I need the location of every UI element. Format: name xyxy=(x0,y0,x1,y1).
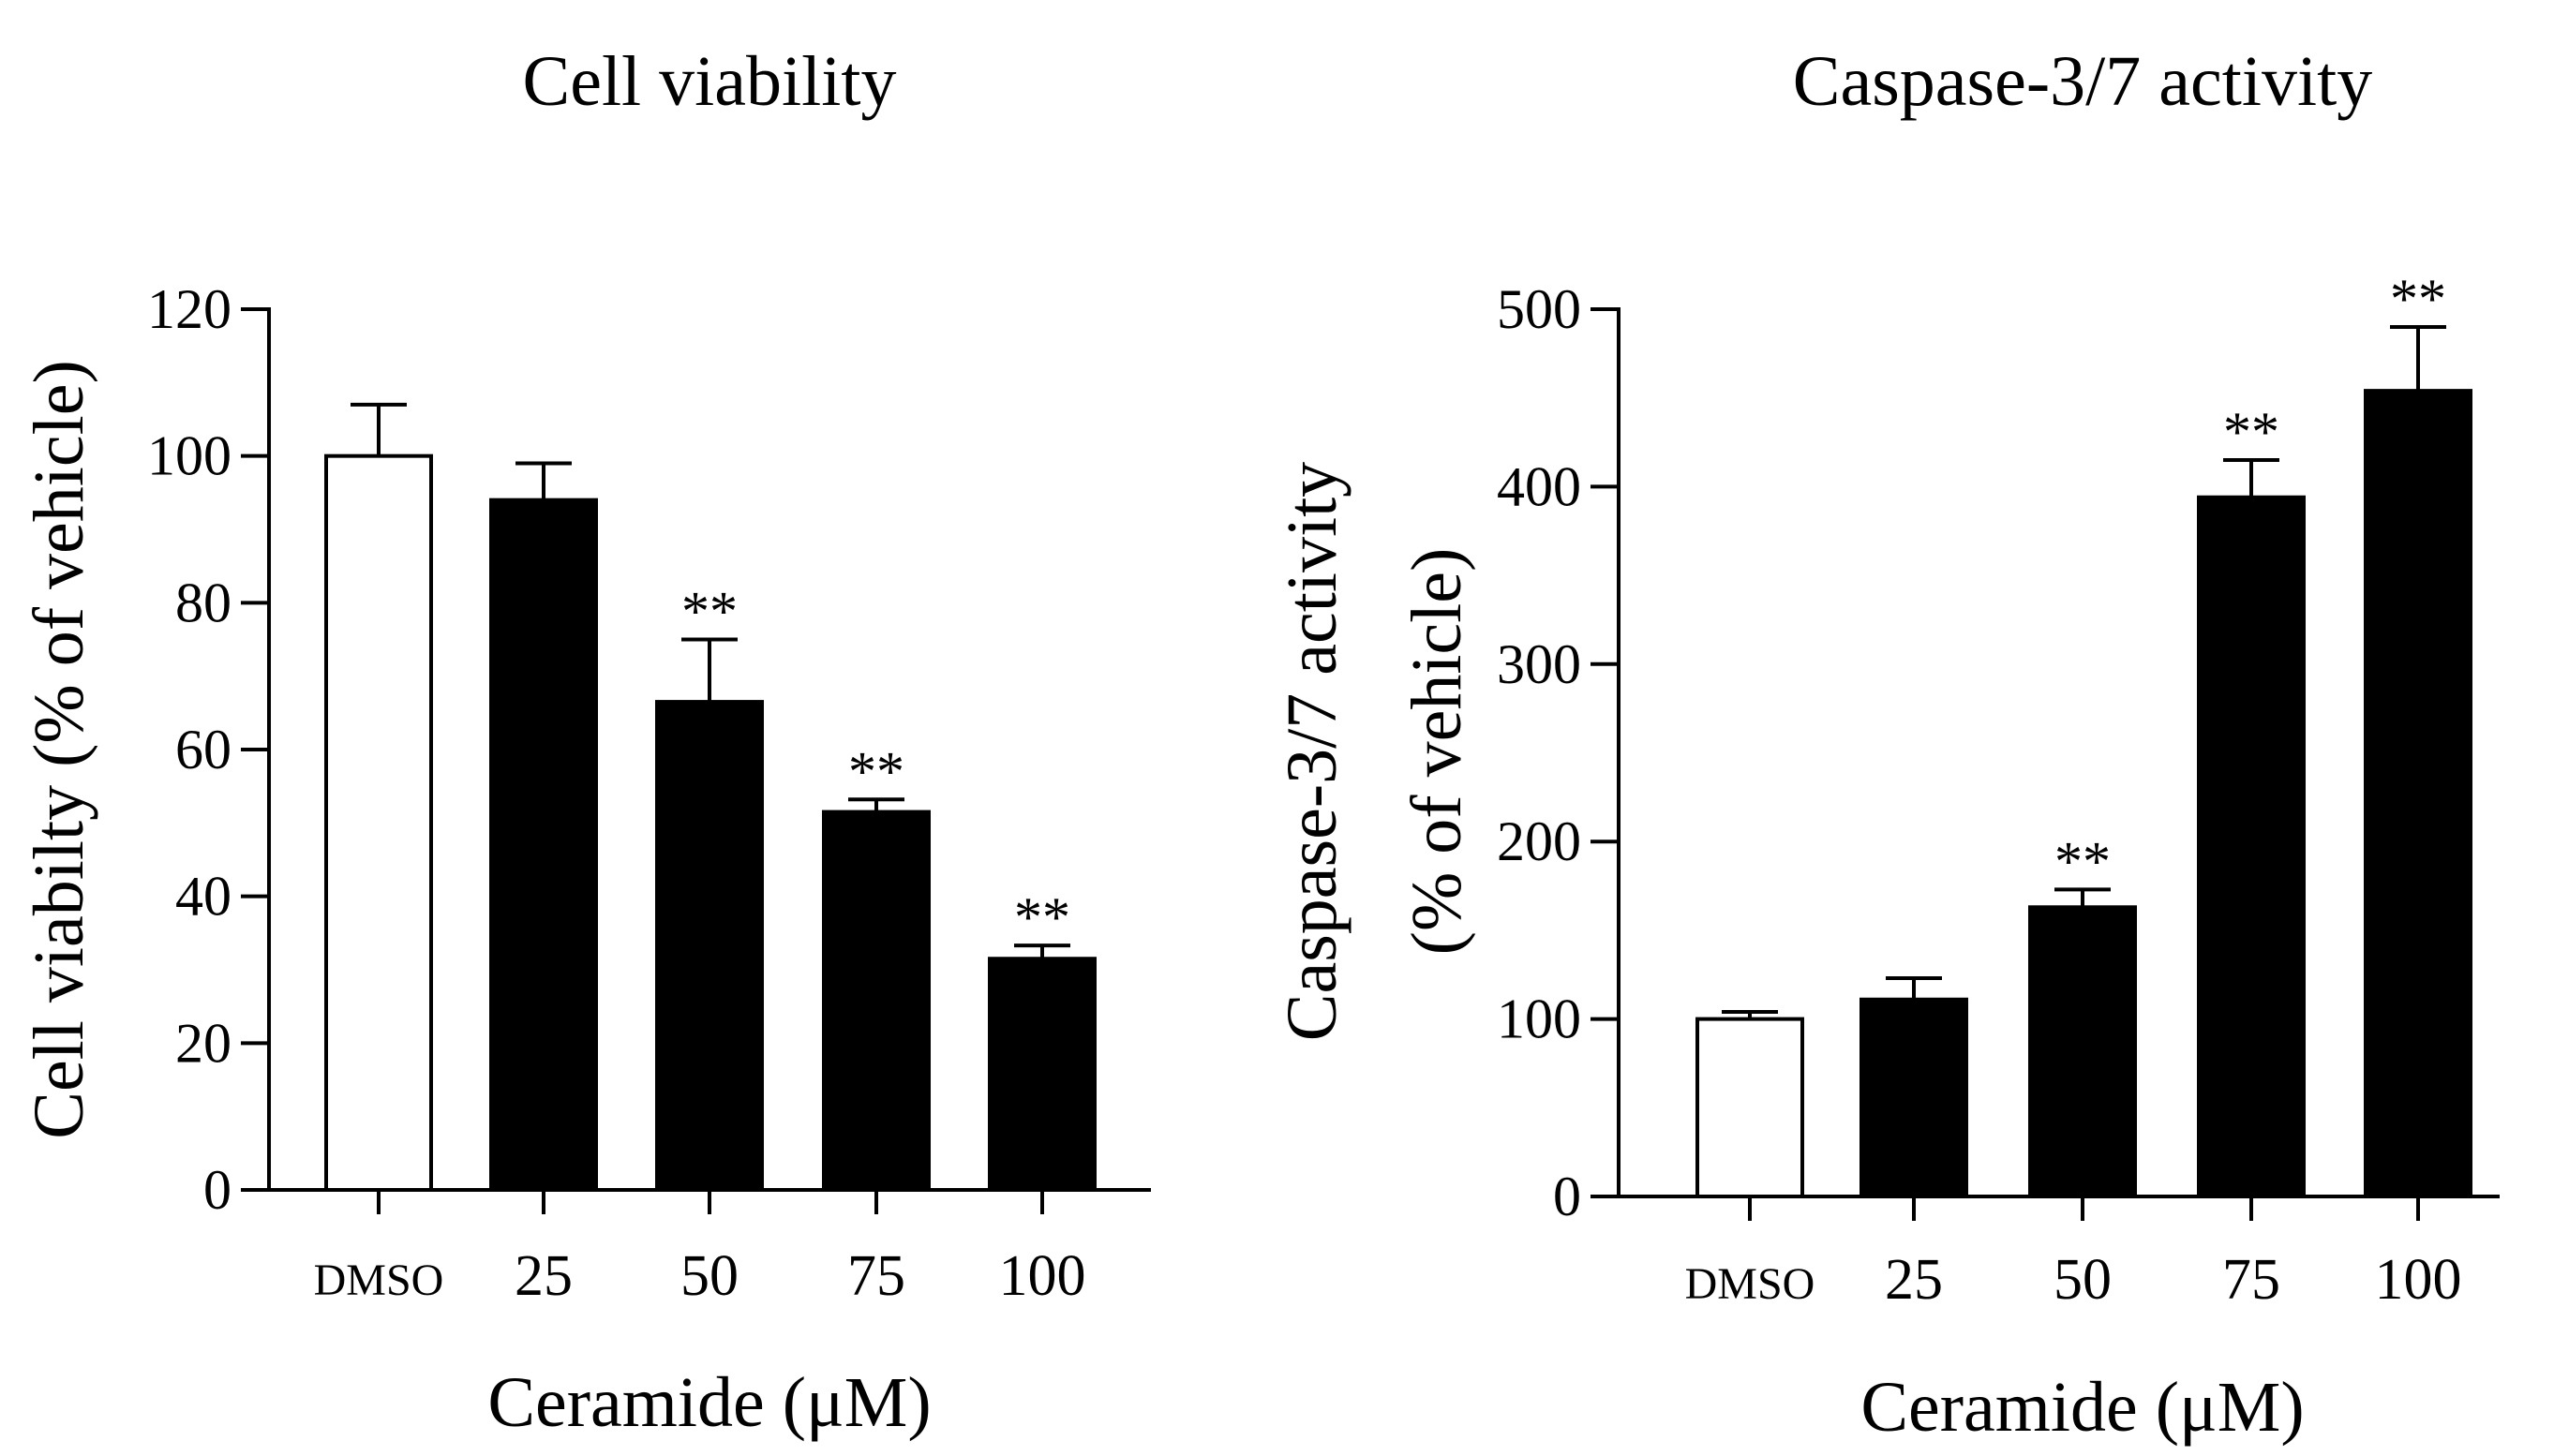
x-tick-label: 50 xyxy=(680,1244,739,1308)
significance-marker: ** xyxy=(2223,401,2279,463)
bar-50 xyxy=(2028,905,2137,1198)
y-axis-label: Cell viabilty (% of vehicle) xyxy=(20,360,98,1139)
x-tick-label: DMSO xyxy=(314,1255,444,1305)
x-tick-label: 75 xyxy=(2222,1248,2280,1312)
x-tick-label: DMSO xyxy=(1685,1259,1815,1309)
bar-100 xyxy=(988,957,1097,1192)
y-tick-label: 40 xyxy=(175,866,232,928)
bar-25 xyxy=(489,498,598,1192)
significance-marker: ** xyxy=(1014,886,1070,948)
y-tick-label: 100 xyxy=(1497,988,1581,1050)
bar-dmso xyxy=(324,453,433,1192)
x-tick-label: 75 xyxy=(847,1244,905,1308)
y-tick-label: 200 xyxy=(1497,810,1581,872)
y-tick-label: 60 xyxy=(175,719,232,780)
chart-title: Caspase-3/7 activity xyxy=(1793,42,2372,121)
significance-marker: ** xyxy=(681,581,738,643)
bar-100 xyxy=(2364,389,2472,1198)
caspase-activity-panel: Caspase-3/7 activity Caspase-3/7 activity… xyxy=(1273,42,2500,1447)
y-tick-label: 300 xyxy=(1497,633,1581,695)
y-axis-label: (% of vehicle) xyxy=(1397,548,1476,956)
significance-marker: ** xyxy=(2390,268,2446,330)
significance-marker: ** xyxy=(2054,830,2111,892)
x-tick-label: 100 xyxy=(2375,1248,2462,1312)
x-axis-label: Ceramide (μM) xyxy=(487,1363,931,1442)
y-tick-label: 20 xyxy=(175,1012,232,1074)
x-tick-label: 25 xyxy=(515,1244,573,1308)
bar-75 xyxy=(2197,495,2306,1198)
y-tick-label: 80 xyxy=(175,572,232,633)
y-axis-label: Caspase-3/7 activity xyxy=(1273,462,1352,1041)
x-tick-label: 25 xyxy=(1885,1248,1943,1312)
y-tick-label: 0 xyxy=(203,1159,232,1221)
y-tick-label: 120 xyxy=(147,278,232,340)
y-tick-label: 100 xyxy=(147,425,232,487)
y-tick-label: 500 xyxy=(1497,278,1581,340)
bar-75 xyxy=(822,810,931,1192)
x-tick-label: 100 xyxy=(999,1244,1086,1308)
bar-25 xyxy=(1859,997,1968,1198)
x-axis-label: Ceramide (μM) xyxy=(1860,1368,2304,1447)
bar-50 xyxy=(655,700,764,1192)
x-tick-label: 50 xyxy=(2054,1248,2112,1312)
chart-title: Cell viability xyxy=(523,42,897,121)
y-tick-label: 0 xyxy=(1553,1166,1581,1227)
y-tick-label: 400 xyxy=(1497,455,1581,517)
bar-dmso xyxy=(1695,1017,1804,1198)
cell-viability-panel: Cell viability Cell viabilty (% of vehicl… xyxy=(20,42,1151,1442)
significance-marker: ** xyxy=(848,740,904,802)
